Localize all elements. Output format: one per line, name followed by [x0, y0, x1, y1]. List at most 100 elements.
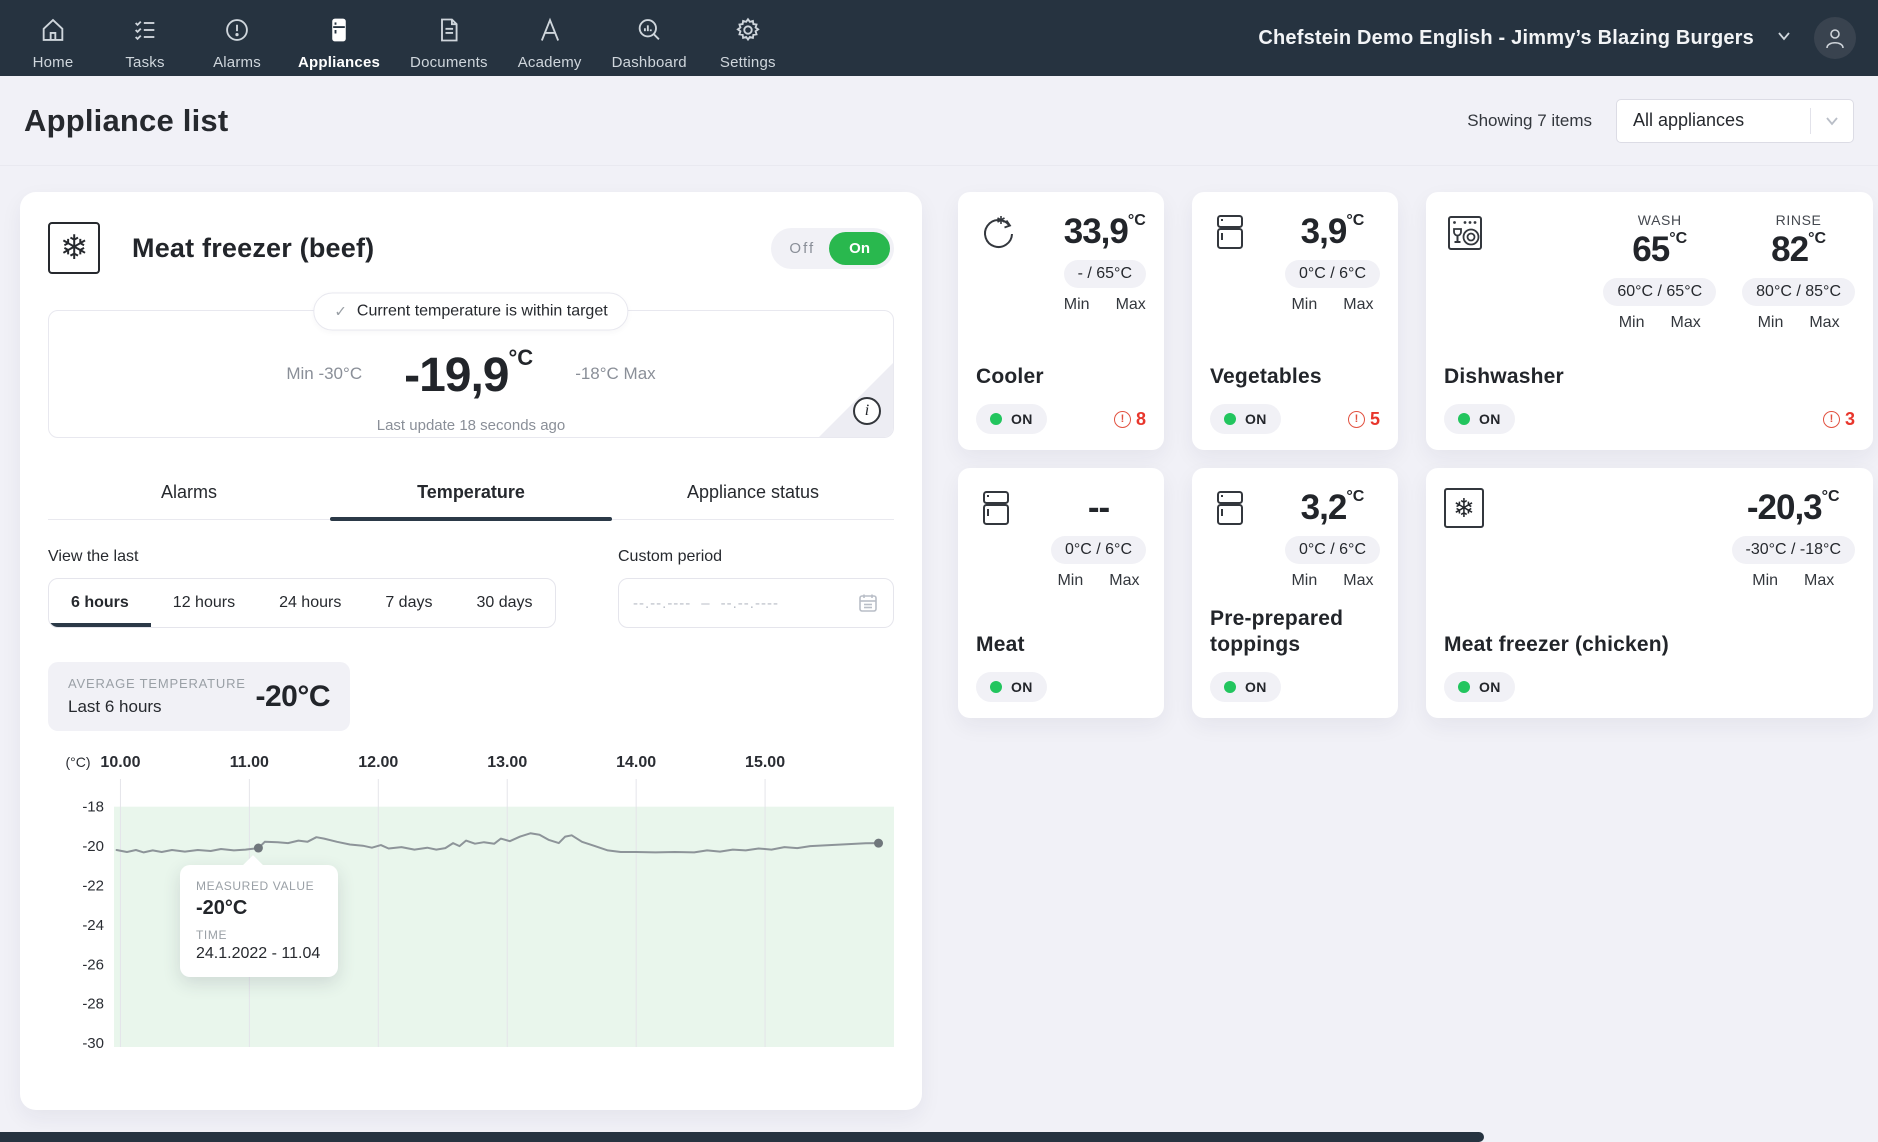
custom-period-group: Custom period --.--.---- – --.--.----: [618, 548, 894, 628]
on-dot: [1458, 681, 1470, 693]
settings-icon: [734, 16, 762, 49]
fridge-icon: [1210, 212, 1250, 257]
range-30-days[interactable]: 30 days: [476, 594, 533, 611]
info-corner: [819, 363, 893, 437]
readings: -- 0°C / 6°C Min Max: [1050, 488, 1146, 590]
status-badge: ON: [976, 672, 1047, 702]
chevron-down-icon: [1778, 31, 1790, 40]
alarm-icon: !: [1113, 410, 1131, 428]
account-area: Chefstein Demo English - Jimmy’s Blazing…: [1258, 17, 1856, 59]
appliance-card-dishwasher[interactable]: WASH 65°C 60°C / 65°C Min Max RINSE 82°C 80°C /…: [1426, 192, 1873, 450]
range-12-hours[interactable]: 12 hours: [172, 594, 236, 611]
reading-value: 3,2°C: [1300, 488, 1365, 527]
on-off-toggle[interactable]: Off On: [771, 227, 894, 269]
reading: -20,3°C -30°C / -18°C Min Max: [1731, 488, 1855, 590]
nav-item-label: Tasks: [125, 53, 165, 71]
reading-value: 3,9°C: [1300, 212, 1365, 251]
nav-item-alarms[interactable]: Alarms: [206, 6, 268, 71]
on-dot: [1458, 413, 1470, 425]
detail-head: ❄ Meat freezer (beef) Off On: [48, 222, 894, 274]
alarm-count: 8: [1135, 408, 1146, 429]
svg-text:-28: -28: [82, 996, 104, 1013]
range-6-hours[interactable]: 6 hours: [49, 579, 151, 627]
account-dropdown[interactable]: [1774, 26, 1794, 51]
nav-items: Home Tasks Alarms Appliances Documents Academ…: [22, 6, 779, 71]
card-top: 33,9°C - / 65°C Min Max: [976, 212, 1146, 314]
appliance-card-meat-freezer-chicken-[interactable]: ❄ -20,3°C -30°C / -18°C Min Max Meat freezer …: [1426, 468, 1873, 718]
on-label: ON: [1245, 411, 1267, 427]
alarm-badge[interactable]: ! 5: [1347, 409, 1380, 430]
chart-tooltip: MEASURED VALUE -20°C TIME 24.1.2022 - 11…: [180, 865, 338, 977]
range-24-hours[interactable]: 24 hours: [279, 594, 342, 611]
target-range: - / 65°C: [1063, 260, 1146, 288]
alarm-badge[interactable]: ! 3: [1822, 409, 1855, 430]
tab-alarms[interactable]: Alarms: [160, 482, 217, 502]
nav-item-dashboard[interactable]: Dashboard: [612, 6, 687, 71]
nav-item-label: Home: [32, 53, 74, 71]
appliance-card-cooler[interactable]: 33,9°C - / 65°C Min Max Cooler ON! 8: [958, 192, 1164, 450]
range-segmented-control: 6 hours 12 hours 24 hours 7 days 30 days: [48, 578, 556, 628]
nav-item-settings[interactable]: Settings: [717, 6, 779, 71]
avatar[interactable]: [1814, 17, 1856, 59]
alarm-badge[interactable]: ! 8: [1113, 408, 1146, 430]
target-range: 80°C / 85°C: [1742, 278, 1855, 306]
custom-period-input[interactable]: --.--.---- – --.--.----: [618, 578, 894, 628]
on-label: ON: [1479, 679, 1501, 695]
reading-value: --: [1087, 488, 1110, 527]
nav-item-tasks[interactable]: Tasks: [114, 6, 176, 71]
target-range: 0°C / 6°C: [1284, 536, 1380, 564]
svg-text:(°C): (°C): [65, 754, 90, 770]
tab-appliance-status[interactable]: Appliance status: [686, 482, 820, 502]
reading: 3,9°C 0°C / 6°C Min Max: [1284, 212, 1380, 314]
calendar-icon[interactable]: [857, 592, 879, 614]
reading-label: RINSE: [1775, 212, 1822, 228]
reading-label: WASH: [1637, 212, 1682, 228]
min-max-labels: Min Max: [1291, 296, 1374, 313]
on-label: ON: [1479, 411, 1501, 427]
reading: RINSE 82°C 80°C / 85°C Min Max: [1742, 212, 1855, 332]
appliance-filter-select[interactable]: All appliances: [1616, 98, 1854, 143]
tooltip-time-label: TIME: [196, 928, 228, 942]
appliance-card-pre-prepared-toppings[interactable]: 3,2°C 0°C / 6°C Min Max Pre-prepared topping…: [1192, 468, 1398, 718]
freezer-icon: ❄: [1444, 488, 1484, 528]
appliance-card-vegetables[interactable]: 3,9°C 0°C / 6°C Min Max Vegetables ON ! 5: [1192, 192, 1398, 450]
page-head-right: Showing 7 items All appliances: [1467, 98, 1854, 143]
svg-text:-18: -18: [82, 799, 104, 816]
tab-temperature[interactable]: Temperature: [330, 470, 612, 521]
svg-text:13.00: 13.00: [487, 754, 527, 771]
appliance-name: Vegetables: [1210, 364, 1322, 388]
appliance-name: Cooler: [976, 364, 1044, 388]
blast-chiller-icon: [976, 212, 1020, 261]
info-icon[interactable]: i: [853, 397, 881, 425]
on-dot: [990, 413, 1002, 425]
chevron-down-icon: [1811, 111, 1853, 131]
tooltip-value-label: MEASURED VALUE: [196, 879, 315, 893]
toggle-on-label[interactable]: On: [829, 231, 890, 265]
nav-item-label: Appliances: [298, 53, 381, 71]
academy-icon: [536, 16, 564, 49]
status-badge: ON: [1444, 404, 1515, 434]
readings: WASH 65°C 60°C / 65°C Min Max RINSE 82°C 80°C /…: [1603, 212, 1855, 332]
range-7-days[interactable]: 7 days: [385, 594, 433, 611]
dishwasher-icon: [1444, 212, 1486, 259]
nav-item-appliances[interactable]: Appliances: [298, 6, 380, 71]
horizontal-scrollbar[interactable]: [0, 1132, 1484, 1142]
appliance-card-meat[interactable]: -- 0°C / 6°C Min Max Meat ON: [958, 468, 1164, 718]
target-range: 0°C / 6°C: [1050, 536, 1146, 564]
average-period: Last 6 hours: [68, 697, 162, 716]
svg-text:10.00: 10.00: [100, 754, 140, 771]
toggle-off-label[interactable]: Off: [789, 239, 816, 257]
nav-item-documents[interactable]: Documents: [410, 6, 488, 71]
fridge-icon: [976, 488, 1016, 533]
nav-item-label: Settings: [719, 53, 776, 71]
freezer-icon: ❄: [48, 222, 100, 274]
nav-item-home[interactable]: Home: [22, 6, 84, 71]
page-head: Appliance list Showing 7 items All appli…: [0, 76, 1878, 166]
reading-value: 65°C: [1632, 230, 1688, 269]
temperature-row: Min -30°C -19,9°C -18°C Max: [49, 345, 893, 403]
view-last-label: View the last: [48, 548, 139, 565]
status-banner: ✓ Current temperature is within target: [313, 292, 629, 331]
temperature-chart[interactable]: 10.00 11.00 12.00 13.00 14.00 15.00 (°C) -18 -20…: [48, 747, 894, 1062]
nav-item-academy[interactable]: Academy: [518, 6, 582, 71]
